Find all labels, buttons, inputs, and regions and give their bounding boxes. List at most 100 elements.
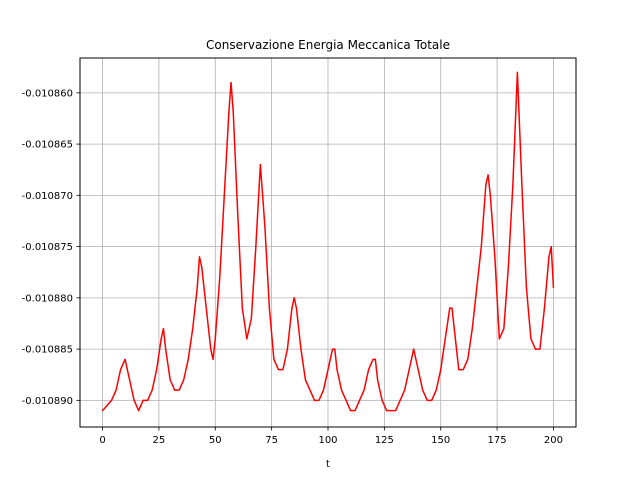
data-point [214, 338, 216, 340]
data-point [133, 399, 135, 401]
data-point [160, 338, 162, 340]
data-point [404, 389, 406, 391]
data-point [286, 348, 289, 350]
data-point [503, 328, 505, 330]
data-point [151, 389, 153, 391]
data-point [498, 338, 500, 340]
data-point [259, 164, 261, 166]
data-point [480, 246, 482, 248]
data-point [444, 338, 446, 340]
data-point [205, 307, 207, 309]
data-point [119, 369, 122, 371]
data-point [138, 410, 140, 412]
grid [80, 58, 576, 427]
data-point [309, 389, 311, 391]
y-tick-label: -0.010890 [22, 396, 73, 407]
data-point [322, 389, 325, 391]
data-point [449, 307, 451, 309]
data-point [142, 399, 144, 401]
data-point [264, 225, 266, 227]
data-point [426, 399, 428, 401]
data-point [367, 369, 370, 371]
x-tick-label: 0 [99, 435, 105, 446]
data-point [246, 338, 248, 340]
data-point [336, 369, 338, 371]
data-point [381, 399, 383, 401]
data-point [467, 358, 469, 360]
data-point [512, 184, 514, 186]
data-point [232, 112, 234, 114]
data-point [476, 287, 478, 289]
data-point [485, 184, 487, 186]
data-point [196, 287, 198, 289]
data-point [377, 379, 379, 381]
x-tick-label: 25 [153, 435, 166, 446]
y-tick-label: -0.010875 [22, 242, 73, 253]
data-point [110, 399, 113, 401]
data-point [374, 358, 376, 360]
data-point [300, 348, 302, 350]
x-tick-label: 75 [265, 435, 278, 446]
y-axis: -0.010860 -0.010865 -0.010870 -0.010875 -0.0… [22, 88, 80, 407]
y-tick-label: -0.010880 [22, 293, 73, 304]
data-point [250, 317, 252, 319]
data-point [334, 348, 336, 350]
data-point [543, 307, 546, 309]
data-point [187, 358, 189, 360]
x-tick-label: 200 [544, 435, 563, 446]
x-tick-label: 100 [318, 435, 337, 446]
y-tick-label: -0.010870 [22, 191, 73, 202]
data-point [548, 256, 550, 258]
data-point [268, 307, 270, 309]
data-point [550, 246, 552, 248]
data-point [431, 399, 433, 401]
data-point [331, 348, 334, 350]
data-point [313, 399, 316, 401]
data-point [291, 307, 293, 309]
y-tick-label: -0.010885 [22, 345, 73, 356]
y-tick-label: -0.010865 [22, 140, 73, 151]
data-point [539, 348, 541, 350]
data-point [165, 348, 167, 350]
data-point [129, 379, 131, 381]
data-point [156, 369, 158, 371]
data-point [304, 379, 307, 381]
data-point [453, 328, 455, 330]
data-point [521, 184, 523, 186]
data-point [101, 410, 104, 412]
data-point [183, 379, 185, 381]
data-point [174, 389, 176, 391]
data-point [458, 369, 460, 371]
data-point [318, 399, 320, 401]
data-point [349, 410, 352, 412]
data-point [241, 307, 243, 309]
data-point [277, 369, 279, 371]
data-point [230, 82, 232, 84]
x-axis: 0 25 50 75 100 125 150 175 200 [99, 427, 563, 446]
data-point [471, 328, 473, 330]
data-point [516, 71, 518, 73]
chart-title: Conservazione Energia Meccanica Totale [206, 38, 450, 52]
data-point [178, 389, 180, 391]
data-point [201, 266, 203, 268]
data-point [273, 358, 275, 360]
data-point [494, 256, 496, 258]
data-point [198, 256, 201, 258]
data-point [115, 389, 117, 391]
data-point [169, 379, 171, 381]
data-point [487, 174, 489, 176]
data-point [507, 266, 509, 268]
data-point [237, 215, 239, 217]
data-point [255, 246, 257, 248]
data-point [219, 276, 221, 278]
data-point [390, 410, 392, 412]
data-point [530, 338, 532, 340]
data-point [293, 297, 295, 299]
data-point [282, 369, 284, 371]
y-tick-label: -0.010860 [22, 88, 73, 99]
x-tick-label: 125 [375, 435, 394, 446]
data-point [340, 389, 343, 391]
x-axis-label: t [326, 459, 330, 470]
data-point [124, 358, 126, 360]
data-point [440, 369, 442, 371]
